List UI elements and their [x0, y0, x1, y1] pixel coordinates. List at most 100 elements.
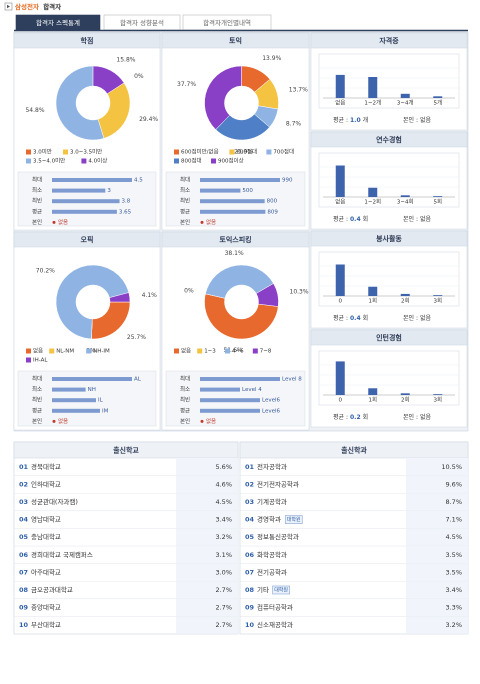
x-tick-label: 5개	[433, 99, 442, 107]
panel-title-bar	[310, 230, 468, 247]
summary: 평균 :1.0 개	[333, 116, 368, 124]
x-tick-label: 0	[339, 299, 343, 305]
x-tick-label: 1~2회	[364, 198, 381, 206]
pie-label: 15.8%	[116, 56, 135, 63]
stat-value: 3.65	[119, 209, 132, 215]
tab-label[interactable]: 합격자 스펙통계	[36, 18, 80, 27]
legend-label: NH-IM	[93, 349, 110, 355]
summary-self: 본인 : 없음	[403, 215, 432, 223]
self-dot	[52, 419, 56, 423]
pie-slice	[109, 292, 131, 303]
bar	[335, 165, 345, 197]
panel-title: 연수경험	[376, 135, 402, 144]
rank: 05	[245, 533, 255, 541]
pie-slice	[205, 264, 274, 299]
rank: 10	[19, 621, 29, 629]
self-dot	[200, 220, 204, 224]
share: 3.2%	[445, 621, 462, 629]
stat-bar	[200, 199, 265, 204]
legend-label: 700점대	[273, 148, 294, 156]
tabs: 합격자 스펙통계 합격자 성향분석 합격자개인별내역	[15, 14, 272, 31]
summary-part: 없음	[420, 314, 432, 322]
stat-label: 최소	[180, 385, 190, 393]
level-bar	[52, 387, 86, 392]
panel-title: 봉사활동	[376, 234, 402, 243]
table-header	[239, 441, 469, 459]
pie-label: 37.7%	[177, 81, 196, 88]
panel-title-bar	[310, 32, 468, 49]
name: 전자공학과	[257, 462, 287, 471]
stat-label: 본인	[180, 418, 190, 425]
badge	[284, 515, 303, 524]
summary-part: 본인 :	[403, 315, 418, 322]
summary-part: 개	[363, 116, 369, 124]
legend-label: IH-AL	[33, 358, 48, 364]
bar	[400, 393, 410, 395]
pie-label: 10.3%	[290, 289, 309, 296]
stat-value: 990	[282, 178, 293, 184]
x-tick-label: 3~4개	[397, 99, 414, 107]
panel-title-bar	[310, 329, 468, 346]
name: 부산대학교	[31, 620, 61, 629]
legend-label: 600점대	[236, 148, 257, 156]
legend-swatch	[174, 149, 179, 155]
x-tick-label: 3회	[433, 396, 442, 404]
tab-label[interactable]: 합격자개인별내역	[203, 18, 251, 27]
stat-label: 본인	[32, 418, 42, 425]
rank: 01	[19, 463, 29, 471]
table: 출신학과 01 전자공학과 10.5% 02 전기전자공학과 9.6% 03 기계공학과 8.7%…	[239, 441, 469, 635]
pie-label: 25.9%	[234, 148, 253, 155]
legend-label: 3.5~4.0미만	[33, 157, 65, 165]
name: 기계공학과	[257, 497, 287, 506]
legend-label: 없음	[181, 347, 191, 355]
bar	[400, 195, 410, 197]
panel-title-bar	[310, 131, 468, 148]
x-tick-label: 1회	[368, 396, 377, 404]
rank: 02	[245, 480, 254, 488]
pie-label: 13.9%	[262, 55, 281, 62]
pie-label: 25.7%	[127, 334, 146, 341]
name: 정보통신공학과	[257, 532, 299, 541]
x-tick-label: 2회	[401, 396, 410, 404]
share-cell	[406, 510, 468, 529]
badge-label: 대학원	[274, 587, 288, 594]
legend-label: 없음	[33, 347, 43, 355]
level-bar	[52, 377, 132, 381]
legend-swatch	[197, 348, 203, 354]
summary-self: 본인 : 없음	[403, 314, 432, 322]
summary-part: 없음	[420, 215, 432, 223]
share: 3.5%	[445, 551, 462, 559]
tab-label[interactable]: 합격자 성향분석	[120, 18, 164, 27]
stat-value: 809	[267, 209, 278, 215]
legend-label: 900점이상	[218, 157, 244, 165]
stat-label: 최소	[32, 186, 42, 194]
rank: 10	[245, 621, 255, 629]
rank: 09	[19, 604, 29, 612]
bar	[335, 74, 345, 98]
share-cell	[176, 546, 238, 564]
legend-swatch	[63, 149, 68, 155]
panel-title-bar	[161, 231, 310, 248]
legend-swatch	[81, 158, 87, 164]
panel-title: 인턴경험	[376, 333, 402, 342]
legend-label: 600점미만/없음	[181, 148, 219, 156]
legend-swatch	[49, 348, 55, 354]
name: 영남대학교	[31, 515, 61, 524]
name: 경희대학교 국제캠퍼스	[31, 550, 93, 559]
panel-title: 자격증	[379, 36, 399, 45]
panel-title-bar	[161, 32, 310, 49]
summary-part: 0.4	[350, 315, 361, 322]
summary-part: 평균 :	[333, 413, 348, 421]
stat-value: IL	[98, 398, 104, 404]
stat-value: Level6	[262, 408, 281, 414]
bar	[335, 264, 345, 296]
share: 2.7%	[215, 621, 232, 629]
summary-part: 평균 :	[333, 314, 348, 322]
stat-bar	[52, 209, 117, 214]
x-tick-label: 1회	[368, 297, 377, 305]
share-cell	[176, 528, 238, 546]
legend-label: 4~6	[232, 349, 244, 355]
bar	[400, 93, 410, 98]
